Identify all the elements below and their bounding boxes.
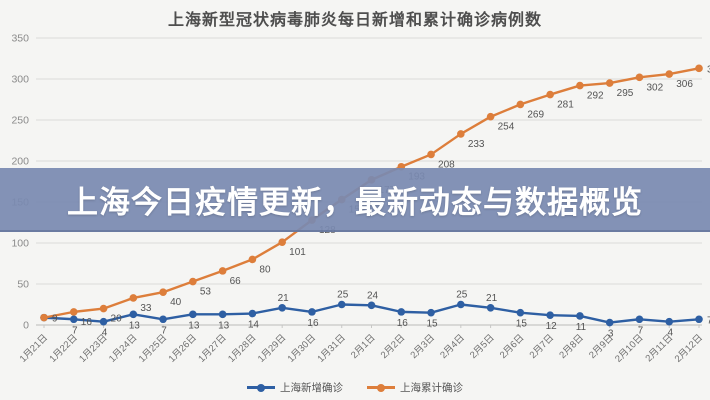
legend-label-cumulative: 上海累计确诊 xyxy=(400,382,463,394)
svg-text:16: 16 xyxy=(307,318,319,329)
svg-text:2月6日: 2月6日 xyxy=(498,332,527,361)
svg-text:4: 4 xyxy=(667,328,673,339)
svg-text:233: 233 xyxy=(468,139,485,150)
svg-text:25: 25 xyxy=(337,290,349,301)
svg-text:200: 200 xyxy=(11,156,29,168)
headline-banner: 上海今日疫情更新，最新动态与数据概览 xyxy=(0,168,710,232)
svg-text:2月2日: 2月2日 xyxy=(379,332,408,361)
svg-text:350: 350 xyxy=(11,33,29,45)
svg-text:1月30日: 1月30日 xyxy=(286,332,318,364)
svg-text:21: 21 xyxy=(278,293,290,304)
svg-text:15: 15 xyxy=(426,319,438,330)
svg-text:2月10日: 2月10日 xyxy=(613,332,645,364)
svg-text:302: 302 xyxy=(646,82,663,93)
svg-text:24: 24 xyxy=(367,290,379,301)
svg-text:13: 13 xyxy=(218,320,230,331)
svg-text:2月12日: 2月12日 xyxy=(673,332,705,364)
svg-text:80: 80 xyxy=(259,264,271,275)
svg-text:1月24日: 1月24日 xyxy=(107,332,139,364)
svg-text:313: 313 xyxy=(707,64,710,75)
svg-text:50: 50 xyxy=(17,279,29,291)
svg-text:1月31日: 1月31日 xyxy=(315,332,347,364)
svg-text:7: 7 xyxy=(707,315,710,326)
svg-text:295: 295 xyxy=(617,88,634,99)
headline-text: 上海今日疫情更新，最新动态与数据概览 xyxy=(67,184,643,220)
svg-text:306: 306 xyxy=(676,79,693,90)
svg-text:16: 16 xyxy=(397,318,409,329)
svg-text:100: 100 xyxy=(11,238,29,250)
svg-text:1月21日: 1月21日 xyxy=(18,332,50,364)
svg-text:40: 40 xyxy=(170,297,182,308)
svg-text:25: 25 xyxy=(456,290,468,301)
svg-text:7: 7 xyxy=(72,325,78,336)
svg-text:101: 101 xyxy=(289,247,306,258)
svg-text:292: 292 xyxy=(587,91,604,102)
svg-text:2月8日: 2月8日 xyxy=(557,332,586,361)
svg-text:12: 12 xyxy=(546,321,558,332)
svg-text:53: 53 xyxy=(200,287,212,298)
svg-text:21: 21 xyxy=(486,293,498,304)
svg-text:2月4日: 2月4日 xyxy=(438,332,467,361)
svg-text:33: 33 xyxy=(140,303,152,314)
svg-text:1月22日: 1月22日 xyxy=(47,332,79,364)
chart-title: 上海新型冠状病毒肺炎每日新增和累计确诊病例数 xyxy=(167,12,542,29)
svg-text:15: 15 xyxy=(516,319,528,330)
svg-text:254: 254 xyxy=(498,122,515,133)
legend-item-new-cases: 上海新增确诊 xyxy=(247,380,343,395)
svg-text:2月3日: 2月3日 xyxy=(408,332,437,361)
svg-text:1月27日: 1月27日 xyxy=(196,332,228,364)
svg-text:20: 20 xyxy=(111,314,123,325)
svg-text:1月28日: 1月28日 xyxy=(226,332,258,364)
svg-text:2月5日: 2月5日 xyxy=(468,332,497,361)
svg-text:11: 11 xyxy=(576,322,587,333)
svg-text:208: 208 xyxy=(438,159,455,170)
svg-text:300: 300 xyxy=(11,74,29,86)
legend-marker-cumulative-icon xyxy=(367,383,395,392)
svg-text:1月29日: 1月29日 xyxy=(256,332,288,364)
svg-text:250: 250 xyxy=(11,115,29,127)
legend-item-cumulative: 上海累计确诊 xyxy=(367,380,463,395)
svg-text:7: 7 xyxy=(161,325,167,336)
svg-text:4: 4 xyxy=(102,328,108,339)
svg-text:1月25日: 1月25日 xyxy=(137,332,169,364)
svg-text:13: 13 xyxy=(129,320,141,331)
svg-text:14: 14 xyxy=(248,320,260,331)
svg-text:281: 281 xyxy=(557,100,574,111)
svg-text:7: 7 xyxy=(638,325,644,336)
svg-text:16: 16 xyxy=(81,317,93,328)
svg-text:3: 3 xyxy=(608,329,614,340)
svg-text:0: 0 xyxy=(23,320,29,332)
legend-marker-new-cases-icon xyxy=(247,383,275,392)
svg-text:66: 66 xyxy=(230,276,242,287)
chart-legend: 上海新增确诊 上海累计确诊 xyxy=(0,380,710,395)
svg-text:9: 9 xyxy=(52,314,58,325)
svg-text:2月1日: 2月1日 xyxy=(349,332,378,361)
svg-text:2月7日: 2月7日 xyxy=(528,332,557,361)
legend-label-new-cases: 上海新增确诊 xyxy=(280,382,343,394)
svg-text:269: 269 xyxy=(527,109,544,120)
svg-text:13: 13 xyxy=(188,320,200,331)
svg-text:1月26日: 1月26日 xyxy=(167,332,199,364)
